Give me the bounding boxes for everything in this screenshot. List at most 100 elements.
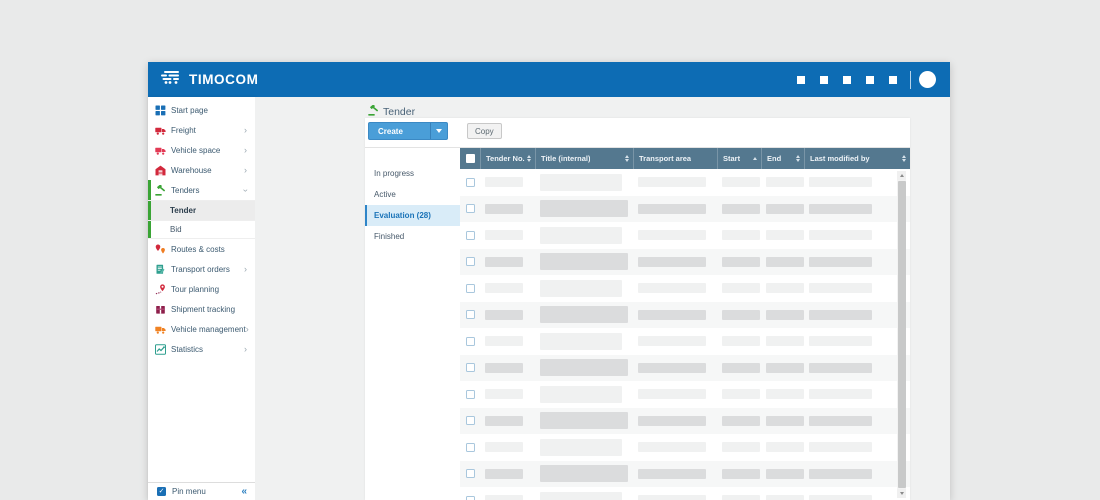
sidebar-item-statistics[interactable]: Statistics › xyxy=(148,339,255,359)
table-row[interactable] xyxy=(460,169,910,196)
app-menu-square-icon[interactable] xyxy=(843,75,851,84)
table-header-row: Tender No. Title (internal) Transport area… xyxy=(460,148,910,169)
redacted-cell xyxy=(766,177,804,188)
row-checkbox[interactable] xyxy=(465,442,475,452)
redacted-cell xyxy=(722,203,760,214)
table-row[interactable] xyxy=(460,381,910,408)
create-button[interactable]: Create xyxy=(378,126,403,136)
header-actions xyxy=(782,70,936,89)
tender-card: Create Copy In progress Active Evaluation … xyxy=(365,118,910,500)
redacted-cell xyxy=(766,336,804,347)
sidebar-item-tenders[interactable]: Tenders › xyxy=(148,180,255,200)
row-checkbox[interactable] xyxy=(465,416,475,426)
tour-icon xyxy=(155,283,166,295)
column-header-tender-no-[interactable]: Tender No. xyxy=(480,148,535,169)
table-row[interactable] xyxy=(460,407,910,434)
sidebar-item-warehouse[interactable]: Warehouse › xyxy=(148,160,255,180)
pin-menu-checkbox[interactable]: ✓ xyxy=(157,487,166,496)
redacted-cell xyxy=(485,442,523,453)
redacted-cell xyxy=(638,389,706,400)
create-dropdown-button[interactable] xyxy=(430,123,447,139)
sidebar-item-vehicle-space[interactable]: Vehicle space › xyxy=(148,140,255,160)
filter-active[interactable]: Active xyxy=(374,190,396,199)
redacted-cell xyxy=(485,468,523,479)
redacted-cell xyxy=(722,177,760,188)
redacted-cell xyxy=(638,442,706,453)
sidebar-item-label: Vehicle space xyxy=(171,145,221,155)
filter-finished[interactable]: Finished xyxy=(374,232,405,241)
table-row[interactable] xyxy=(460,434,910,461)
scroll-up-icon[interactable] xyxy=(897,171,906,180)
collapse-sidebar-icon[interactable]: « xyxy=(241,486,247,497)
sidebar-item-tour-planning[interactable]: Tour planning xyxy=(148,279,255,299)
redacted-cell xyxy=(485,283,523,294)
redacted-cell xyxy=(485,177,523,188)
truck-red-icon xyxy=(155,125,166,136)
table-row[interactable] xyxy=(460,195,910,222)
sidebar-item-bid[interactable]: Bid xyxy=(148,219,255,239)
table-row[interactable] xyxy=(460,328,910,355)
table-row[interactable] xyxy=(460,248,910,275)
user-avatar[interactable] xyxy=(919,71,936,88)
copy-button[interactable]: Copy xyxy=(467,123,502,139)
row-checkbox[interactable] xyxy=(465,283,475,293)
redacted-cell xyxy=(766,283,804,294)
table-row[interactable] xyxy=(460,354,910,381)
sidebar-item-start-page[interactable]: Start page xyxy=(148,100,255,120)
redacted-cell xyxy=(722,468,760,479)
pin-menu-row[interactable]: ✓ Pin menu « xyxy=(148,482,255,500)
sidebar-item-tender[interactable]: Tender xyxy=(148,200,255,220)
row-checkbox[interactable] xyxy=(465,389,475,399)
header-divider xyxy=(910,70,911,89)
app-menu-square-icon[interactable] xyxy=(866,75,874,84)
row-checkbox[interactable] xyxy=(465,469,475,479)
redacted-cell xyxy=(485,362,523,373)
redacted-cell xyxy=(638,495,706,500)
table-row[interactable] xyxy=(460,222,910,249)
column-header-last-modified-by[interactable]: Last modified by xyxy=(804,148,910,169)
sidebar-item-transport-orders[interactable]: Transport orders › xyxy=(148,259,255,279)
row-checkbox[interactable] xyxy=(465,363,475,373)
create-split-button[interactable]: Create xyxy=(368,122,448,140)
redacted-cell xyxy=(766,468,804,479)
sidebar-item-routes-costs[interactable]: Routes & costs xyxy=(148,239,255,259)
row-checkbox[interactable] xyxy=(465,230,475,240)
top-header: TIMOCOM xyxy=(148,62,950,97)
sidebar-item-vehicle-management[interactable]: Vehicle management › xyxy=(148,319,255,339)
row-checkbox[interactable] xyxy=(465,310,475,320)
app-menu-square-icon[interactable] xyxy=(889,75,897,84)
select-all-checkbox[interactable] xyxy=(460,148,480,169)
row-checkbox[interactable] xyxy=(465,257,475,267)
redacted-cell xyxy=(766,495,804,500)
table-row[interactable] xyxy=(460,301,910,328)
row-checkbox[interactable] xyxy=(465,204,475,214)
timocom-logo[interactable]: TIMOCOM xyxy=(161,70,258,89)
redacted-cell xyxy=(485,389,523,400)
filter-evaluation-28-[interactable]: Evaluation (28) xyxy=(365,205,460,226)
column-header-start[interactable]: Start xyxy=(717,148,761,169)
column-header-end[interactable]: End xyxy=(761,148,804,169)
table-row[interactable] xyxy=(460,487,910,500)
redacted-cell xyxy=(638,336,706,347)
redacted-cell xyxy=(485,203,523,214)
scroll-down-icon[interactable] xyxy=(897,489,906,498)
redacted-cell xyxy=(766,362,804,373)
redacted-cell xyxy=(766,230,804,241)
table-scrollbar[interactable] xyxy=(897,171,906,498)
scrollbar-thumb[interactable] xyxy=(897,181,906,488)
app-menu-square-icon[interactable] xyxy=(797,75,805,84)
redacted-cell xyxy=(809,203,872,214)
app-menu-square-icon[interactable] xyxy=(820,75,828,84)
row-checkbox[interactable] xyxy=(465,177,475,187)
sidebar-item-freight[interactable]: Freight › xyxy=(148,120,255,140)
table-row[interactable] xyxy=(460,275,910,302)
column-header-transport-area[interactable]: Transport area xyxy=(633,148,717,169)
row-checkbox[interactable] xyxy=(465,495,475,500)
redacted-cell xyxy=(722,442,760,453)
row-checkbox[interactable] xyxy=(465,336,475,346)
filter-in-progress[interactable]: In progress xyxy=(374,169,415,178)
table-row[interactable] xyxy=(460,460,910,487)
sidebar-item-shipment-tracking[interactable]: Shipment tracking xyxy=(148,299,255,319)
column-header-title-internal-[interactable]: Title (internal) xyxy=(535,148,633,169)
sort-asc-icon xyxy=(753,157,757,160)
